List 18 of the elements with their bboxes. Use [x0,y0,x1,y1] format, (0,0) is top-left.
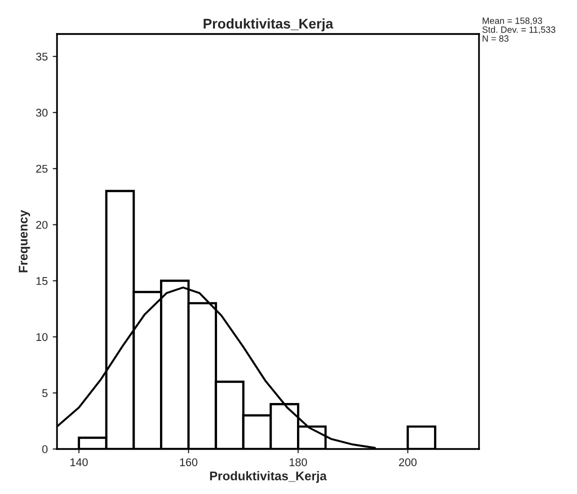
x-tick-label: 200 [399,458,417,466]
y-tick-label: 20 [36,220,48,229]
y-tick-label: 0 [42,445,48,454]
y-tick-label: 5 [42,389,48,398]
y-tick-label: 30 [36,108,48,117]
y-tick-label: 10 [36,333,48,341]
x-axis-title: Produktivitas_Kerja [210,471,327,483]
y-axis-title: Frequency [18,210,30,272]
text: Mean = 158,93 [482,18,542,25]
y-tick-label: 25 [36,164,48,173]
y-tick-label: 15 [36,277,48,285]
x-tick-label: 180 [290,458,307,466]
chart-title: Produktivitas_Kerja [204,18,334,32]
x-tick-label: 160 [180,458,198,466]
y-tick-label: 35 [36,52,48,61]
text: N = 83 [482,35,508,42]
x-tick-label: 140 [70,458,88,466]
text: Std. Dev. = 11,533 [482,26,556,34]
